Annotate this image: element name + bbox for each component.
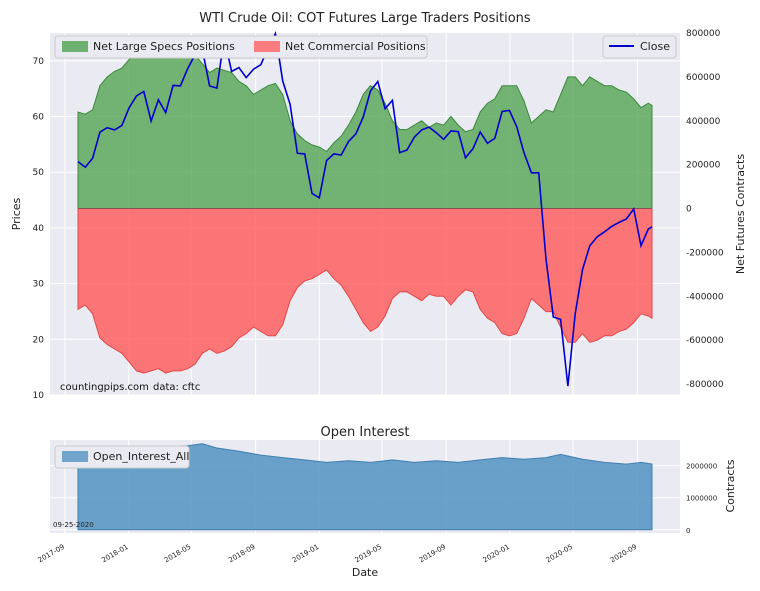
right-axis-label: Net Futures Contracts	[734, 154, 747, 274]
legend-swatch-commercial	[254, 41, 280, 52]
date-tick-label: 2019-01	[291, 543, 320, 565]
right-tick-label: 800000	[686, 29, 721, 39]
data-note: data: cftc	[153, 382, 200, 393]
date-tick-label: 2017-09	[37, 543, 66, 565]
date-tick-label: 2018-09	[227, 543, 256, 565]
left-tick-label: 30	[33, 280, 45, 290]
right-axis-ticks: 800000 600000 400000 200000 0 -200000 -400000 -…	[686, 29, 724, 390]
date-tick-label: 2020-01	[482, 543, 511, 565]
commercial-area	[77, 208, 653, 374]
left-tick-label: 40	[33, 224, 45, 234]
right-tick-label: -800000	[686, 380, 724, 390]
legend-label-large-specs: Net Large Specs Positions	[93, 40, 235, 53]
left-tick-label: 50	[33, 168, 45, 178]
oi-tick-label: 0	[686, 527, 690, 535]
date-tick-label: 2018-05	[163, 543, 192, 565]
left-axis-ticks: 70 60 50 40 30 20 10	[33, 57, 45, 401]
date-tick-label: 2019-09	[418, 543, 447, 565]
open-interest-title: Open Interest	[321, 425, 410, 440]
legend-swatch-large-specs	[62, 41, 88, 52]
right-tick-label: 600000	[686, 73, 721, 83]
date-tick-label: 2020-09	[609, 543, 638, 565]
legend-positions: Net Large Specs Positions Net Commercial…	[54, 35, 428, 59]
legend-label-close: Close	[640, 40, 670, 53]
date-axis-ticks: 2017-09 2018-01 2018-05 2018-09 2019-01 2019-…	[37, 543, 639, 565]
date-tick-label: 2018-01	[100, 543, 129, 565]
legend-close-box	[602, 35, 677, 59]
oi-tick-label: 1000000	[686, 495, 717, 503]
right-tick-label: -400000	[686, 292, 724, 302]
legend-label-open-interest: Open_Interest_All	[93, 450, 189, 463]
legend-open-interest: Open_Interest_All	[54, 445, 190, 469]
main-chart-title: WTI Crude Oil: COT Futures Large Traders…	[199, 11, 531, 26]
right-tick-label: -200000	[686, 248, 724, 258]
legend-close: Close	[602, 35, 677, 59]
right-tick-label: 0	[686, 205, 692, 215]
oi-right-axis-ticks: 2000000 1000000 0	[686, 463, 717, 535]
left-axis-label: Prices	[10, 197, 23, 230]
date-tick-label: 2020-05	[545, 543, 574, 565]
legend-oi-box	[54, 445, 190, 469]
close-price-line	[77, 31, 653, 387]
legend-swatch-open-interest	[62, 451, 88, 462]
right-tick-label: 400000	[686, 117, 721, 127]
left-tick-label: 70	[33, 57, 45, 67]
legend-label-commercial: Net Commercial Positions	[285, 40, 426, 53]
right-tick-label: 200000	[686, 161, 721, 171]
left-tick-label: 10	[33, 391, 45, 401]
left-tick-label: 20	[33, 335, 45, 345]
date-tick-label: 2019-05	[354, 543, 383, 565]
oi-date-annotation: 09-25-2020	[53, 521, 94, 529]
left-tick-label: 60	[33, 113, 45, 123]
right-tick-label: -600000	[686, 336, 724, 346]
close-line-layer	[77, 31, 653, 387]
legend-positions-box	[54, 35, 428, 59]
oi-tick-label: 2000000	[686, 463, 717, 471]
oi-right-axis-label: Contracts	[724, 459, 737, 512]
main-areas	[77, 45, 653, 374]
x-axis-label: Date	[352, 566, 379, 579]
source-note: countingpips.com	[60, 382, 149, 393]
